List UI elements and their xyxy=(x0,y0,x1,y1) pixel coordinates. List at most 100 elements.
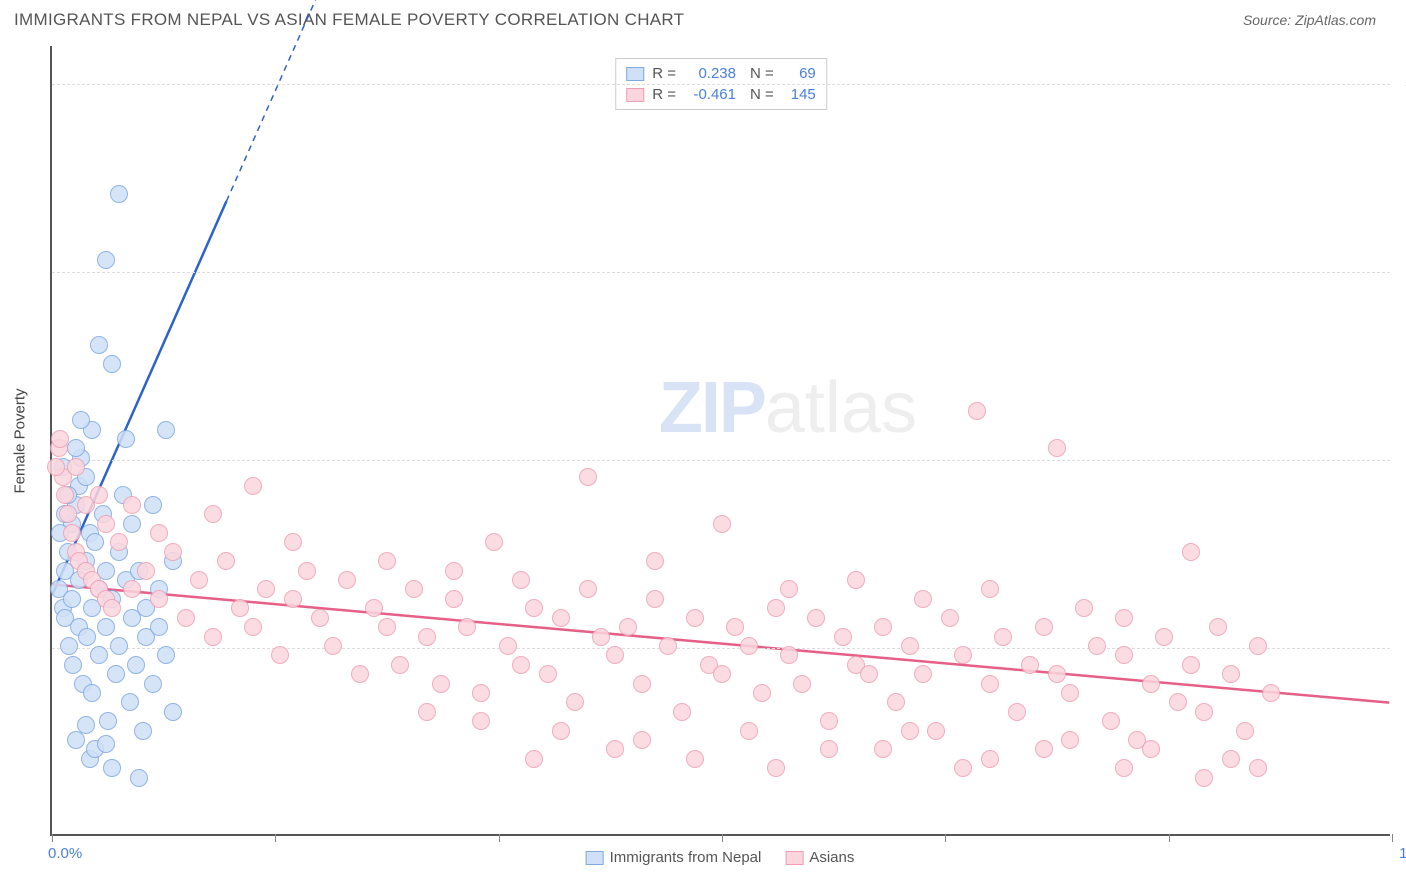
scatter-point-nepal xyxy=(117,430,135,448)
gridline xyxy=(52,272,1390,273)
scatter-point-asians xyxy=(820,712,838,730)
source-attribution: Source: ZipAtlas.com xyxy=(1243,12,1376,28)
scatter-point-asians xyxy=(847,571,865,589)
x-tick xyxy=(499,834,500,842)
scatter-point-asians xyxy=(981,580,999,598)
scatter-point-asians xyxy=(137,562,155,580)
scatter-point-nepal xyxy=(78,628,96,646)
scatter-point-asians xyxy=(1195,769,1213,787)
scatter-point-asians xyxy=(1182,543,1200,561)
scatter-point-asians xyxy=(1222,750,1240,768)
scatter-point-asians xyxy=(1115,609,1133,627)
scatter-point-asians xyxy=(231,599,249,617)
scatter-point-asians xyxy=(793,675,811,693)
scatter-point-asians xyxy=(646,590,664,608)
scatter-point-asians xyxy=(767,759,785,777)
scatter-point-asians xyxy=(67,458,85,476)
scatter-point-asians xyxy=(713,515,731,533)
gridline xyxy=(52,648,1390,649)
scatter-point-asians xyxy=(123,496,141,514)
scatter-point-nepal xyxy=(110,637,128,655)
scatter-point-asians xyxy=(646,552,664,570)
scatter-point-asians xyxy=(378,618,396,636)
scatter-point-asians xyxy=(418,703,436,721)
scatter-point-asians xyxy=(874,618,892,636)
scatter-point-asians xyxy=(780,646,798,664)
scatter-point-asians xyxy=(244,618,262,636)
scatter-point-asians xyxy=(1035,618,1053,636)
scatter-point-asians xyxy=(418,628,436,646)
n-value: 69 xyxy=(782,65,816,82)
scatter-point-asians xyxy=(1236,722,1254,740)
scatter-point-asians xyxy=(472,712,490,730)
legend-label: Asians xyxy=(809,849,854,866)
scatter-point-asians xyxy=(968,402,986,420)
correlation-row-nepal: R =0.238N =69 xyxy=(626,63,816,84)
scatter-point-nepal xyxy=(110,185,128,203)
scatter-point-asians xyxy=(1061,731,1079,749)
scatter-point-nepal xyxy=(86,533,104,551)
scatter-point-asians xyxy=(954,759,972,777)
scatter-point-nepal xyxy=(63,590,81,608)
scatter-point-asians xyxy=(633,675,651,693)
scatter-point-asians xyxy=(63,524,81,542)
scatter-point-asians xyxy=(552,722,570,740)
scatter-point-asians xyxy=(445,562,463,580)
scatter-point-asians xyxy=(1061,684,1079,702)
scatter-point-asians xyxy=(525,599,543,617)
corr-swatch-asians xyxy=(626,88,644,102)
scatter-point-asians xyxy=(103,599,121,617)
scatter-point-asians xyxy=(1155,628,1173,646)
scatter-point-asians xyxy=(338,571,356,589)
gridline xyxy=(52,84,1390,85)
scatter-point-asians xyxy=(311,609,329,627)
scatter-point-asians xyxy=(164,543,182,561)
scatter-point-asians xyxy=(606,740,624,758)
scatter-point-asians xyxy=(1262,684,1280,702)
scatter-point-asians xyxy=(941,609,959,627)
scatter-point-asians xyxy=(834,628,852,646)
scatter-point-nepal xyxy=(97,618,115,636)
scatter-point-asians xyxy=(726,618,744,636)
scatter-point-asians xyxy=(1142,675,1160,693)
scatter-point-asians xyxy=(190,571,208,589)
scatter-point-asians xyxy=(271,646,289,664)
scatter-point-nepal xyxy=(90,646,108,664)
scatter-point-asians xyxy=(981,675,999,693)
scatter-point-asians xyxy=(633,731,651,749)
scatter-point-asians xyxy=(284,590,302,608)
watermark: ZIPatlas xyxy=(659,367,917,449)
scatter-point-asians xyxy=(445,590,463,608)
scatter-point-asians xyxy=(512,656,530,674)
scatter-point-asians xyxy=(405,580,423,598)
y-axis-label: Female Poverty xyxy=(12,388,29,493)
x-tick xyxy=(722,834,723,842)
scatter-point-nepal xyxy=(83,684,101,702)
scatter-point-asians xyxy=(244,477,262,495)
scatter-point-asians xyxy=(780,580,798,598)
scatter-point-nepal xyxy=(144,675,162,693)
scatter-point-asians xyxy=(1249,637,1267,655)
x-tick xyxy=(945,834,946,842)
scatter-point-asians xyxy=(257,580,275,598)
scatter-point-asians xyxy=(767,599,785,617)
legend-item-nepal: Immigrants from Nepal xyxy=(586,849,762,866)
scatter-point-asians xyxy=(1195,703,1213,721)
scatter-point-asians xyxy=(499,637,517,655)
scatter-point-asians xyxy=(901,722,919,740)
scatter-point-asians xyxy=(47,458,65,476)
scatter-point-asians xyxy=(59,505,77,523)
scatter-point-asians xyxy=(740,637,758,655)
correlation-row-asians: R =-0.461N =145 xyxy=(626,84,816,105)
scatter-point-nepal xyxy=(164,703,182,721)
chart-title: IMMIGRANTS FROM NEPAL VS ASIAN FEMALE PO… xyxy=(14,10,684,30)
scatter-point-asians xyxy=(981,750,999,768)
scatter-point-asians xyxy=(1142,740,1160,758)
r-value: 0.238 xyxy=(684,65,736,82)
scatter-point-asians xyxy=(284,533,302,551)
scatter-point-asians xyxy=(298,562,316,580)
scatter-point-asians xyxy=(485,533,503,551)
scatter-point-asians xyxy=(458,618,476,636)
scatter-point-nepal xyxy=(121,693,139,711)
x-tick-label-min: 0.0% xyxy=(48,845,82,862)
